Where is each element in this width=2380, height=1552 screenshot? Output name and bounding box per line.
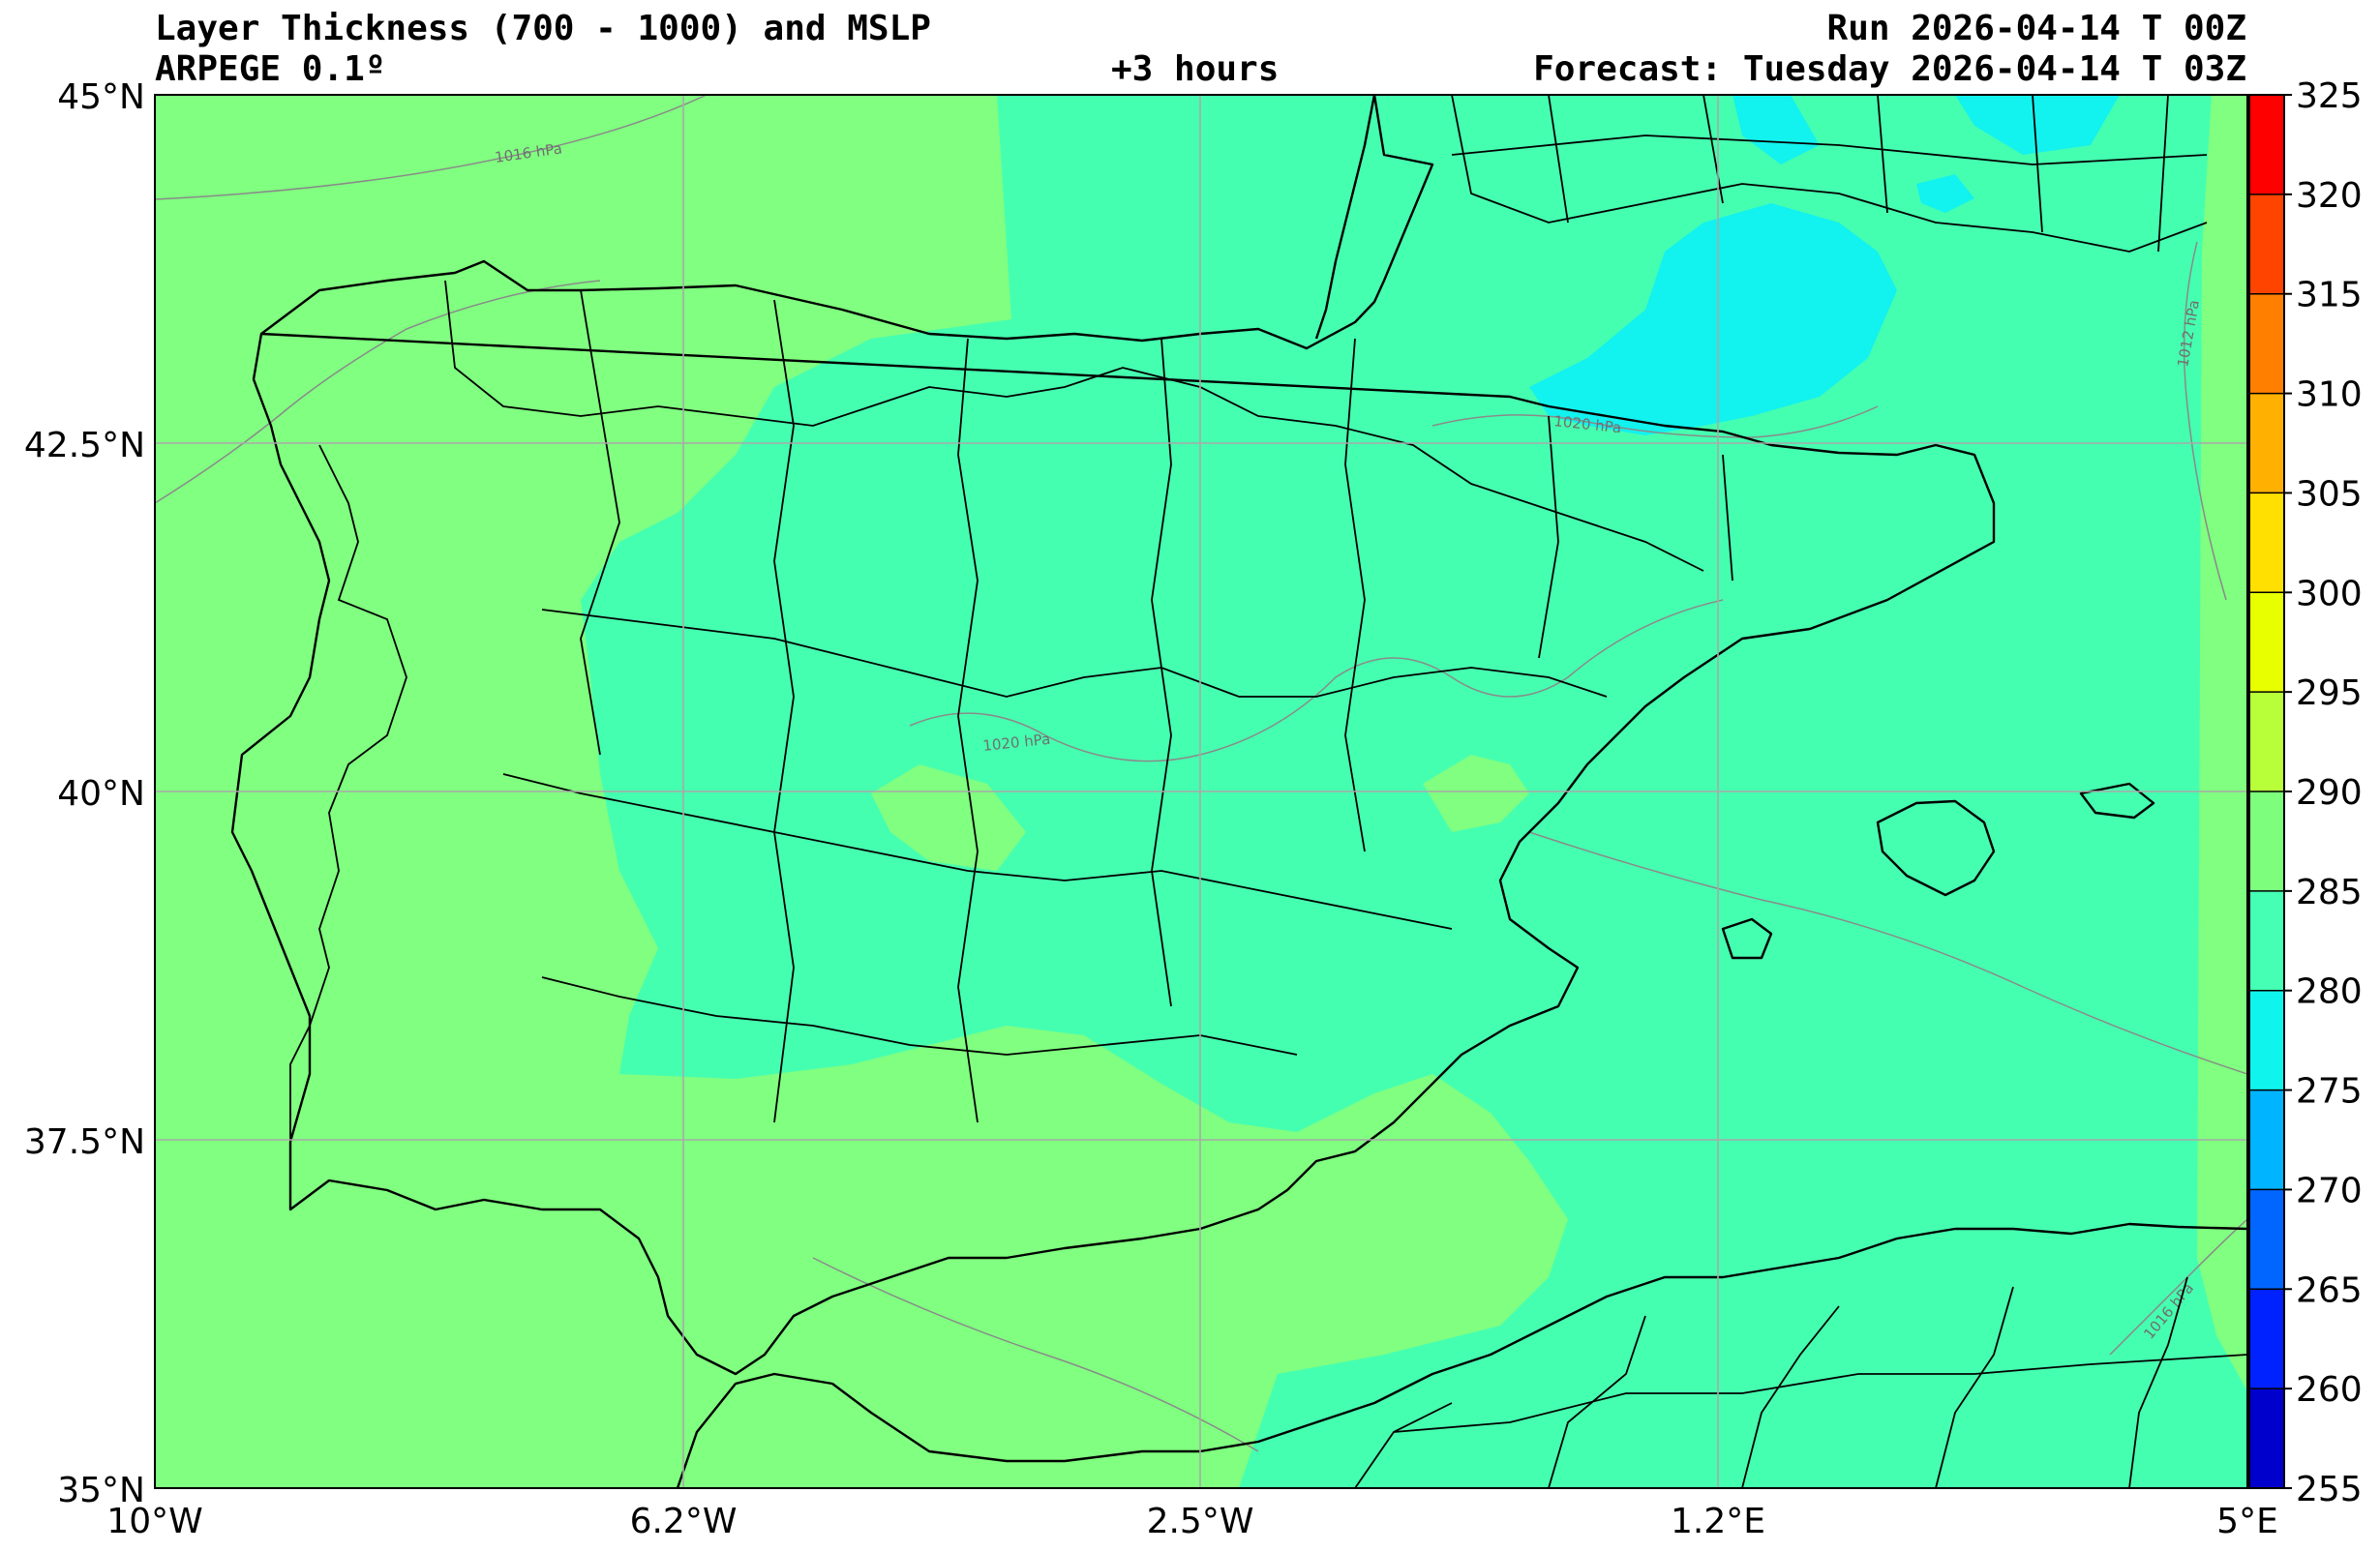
colorbar-tick-label: 325 <box>2296 76 2363 116</box>
lon-tick-label: 10°W <box>106 1502 202 1541</box>
lon-tick-label: 2.5°W <box>1147 1502 1254 1541</box>
colorbar-segment <box>2249 592 2284 693</box>
colorbar-tick-label: 260 <box>2296 1370 2363 1410</box>
run-label: Run 2026-04-14 T 00Z <box>1826 9 2246 48</box>
longitude-tick-labels: 10°W 6.2°W 2.5°W 1.2°E 5°E <box>106 1502 2278 1541</box>
iberia-coastline <box>230 95 1996 1376</box>
province-lines-south <box>502 773 1453 930</box>
colorbar-segment <box>2249 890 2284 992</box>
isobar-1012-east <box>2183 241 2227 601</box>
colorbar-segment <box>2249 194 2284 295</box>
colorbar-tick-label: 270 <box>2296 1171 2363 1210</box>
colorbar-tick-label: 315 <box>2296 276 2363 315</box>
isobar-1020-central <box>909 599 1724 762</box>
north-africa-borders <box>1354 1276 2247 1488</box>
isobars <box>155 95 2247 1452</box>
coastlines-and-borders <box>230 95 2247 1488</box>
colorbar-segment <box>2249 293 2284 395</box>
isobar-1020-north <box>1431 405 1879 438</box>
thickness-290-295-east-coast <box>2197 95 2247 1391</box>
colorbar-tick-label: 305 <box>2296 474 2363 514</box>
thickness-280-285-northeast <box>1955 95 2120 155</box>
colorbar-tick-label: 310 <box>2296 375 2363 415</box>
mallorca-island <box>1876 799 1996 897</box>
province-lines-vertical <box>580 289 1733 1123</box>
colorbar-tick-label: 300 <box>2296 574 2363 613</box>
province-lines-south2 <box>541 976 1298 1056</box>
province-borders <box>289 95 2247 1488</box>
lat-tick-label: 45°N <box>57 77 145 117</box>
thickness-280-285-north <box>1732 95 1820 164</box>
lon-tick-label: 1.2°E <box>1671 1502 1765 1541</box>
colorbar-segment <box>2249 492 2284 593</box>
colorbar-tick-label: 285 <box>2296 873 2363 912</box>
map-frame <box>154 94 2248 1489</box>
latitude-tick-labels: 45°N 42.5°N 40°N 37.5°N 35°N <box>24 77 145 1510</box>
thickness-280-285-small <box>1916 174 1974 213</box>
colorbar-segment <box>2249 692 2284 792</box>
forecast-valid-label: Forecast: Tuesday 2026-04-14 T 03Z <box>1533 49 2246 89</box>
isobar-1016-southeast <box>2109 1218 2247 1356</box>
map-title: Layer Thickness (700 - 1000) and MSLP <box>155 9 931 48</box>
colorbar-tick-label: 295 <box>2296 673 2363 713</box>
thickness-290-295-east-patch <box>1423 755 1529 832</box>
colorbar-segment <box>2249 393 2284 493</box>
colorbar-tick-label: 265 <box>2296 1270 2363 1310</box>
colorbar-tick-label: 320 <box>2296 176 2363 216</box>
colorbar-tick-label: 275 <box>2296 1072 2363 1112</box>
graticule <box>155 95 2247 1488</box>
lead-time-label: +3 hours <box>1111 49 1280 89</box>
colorbar-segment <box>2249 1289 2284 1389</box>
lon-tick-label: 6.2°W <box>630 1502 738 1541</box>
colorbar-segment <box>2249 1089 2284 1190</box>
france-departments <box>1451 95 2208 253</box>
lat-tick-label: 37.5°N <box>24 1122 145 1162</box>
colorbar-tick-label: 290 <box>2296 773 2363 813</box>
lat-tick-label: 42.5°N <box>24 426 145 465</box>
france-coastline <box>1314 95 1376 340</box>
colorbar-segment <box>2249 791 2284 892</box>
isobar-inner-west <box>155 280 601 504</box>
ibiza-island <box>1721 917 1773 960</box>
colorbar-segment <box>2249 990 2284 1091</box>
province-lines-central <box>541 609 1608 698</box>
colorbar-tick-label: 280 <box>2296 972 2363 1012</box>
colorbar-segment <box>2249 95 2284 195</box>
lon-tick-label: 5°E <box>2216 1502 2278 1541</box>
menorca-island <box>2079 782 2155 820</box>
colorbar-tick-label: 255 <box>2296 1470 2363 1509</box>
lat-tick-label: 35°N <box>57 1471 145 1510</box>
north-africa-coastline <box>676 1222 2247 1488</box>
lat-tick-label: 40°N <box>57 774 145 814</box>
thickness-280-285-pyrenees <box>1529 203 1897 435</box>
colorbar-segment <box>2249 1189 2284 1290</box>
isobar-inner-sea <box>1528 831 2247 1075</box>
portugal-spain-border <box>289 444 407 1142</box>
isobar-1016-north <box>155 95 708 200</box>
colorbar: 325 320 315 310 305 300 295 290 285 280 275 270 265 2… <box>2248 76 2363 1509</box>
isobar-inner-south <box>812 1257 1259 1452</box>
model-label: ARPEGE 0.1º <box>155 49 386 89</box>
province-lines-north <box>444 280 1704 572</box>
colorbar-segment <box>2249 1388 2284 1489</box>
